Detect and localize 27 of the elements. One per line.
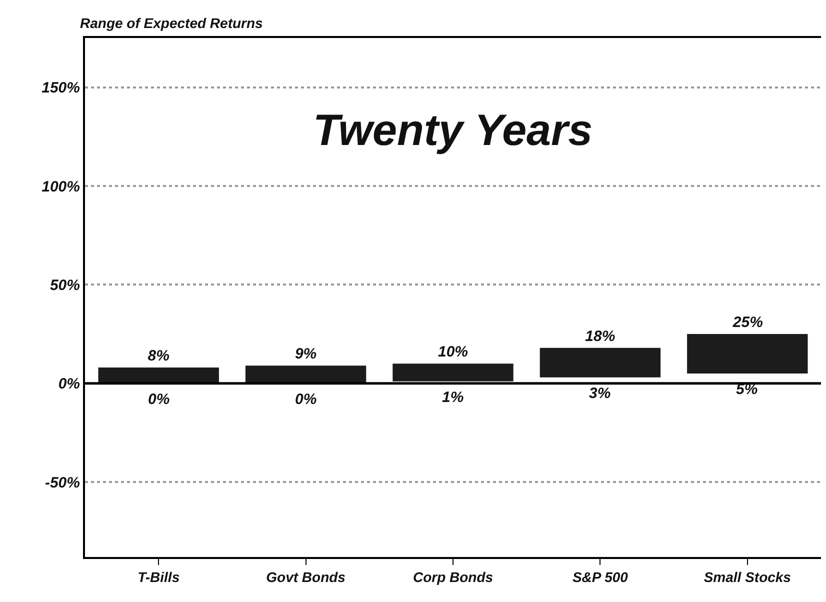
bar: [98, 368, 219, 384]
bar: [687, 334, 808, 374]
annotation: 1%: [442, 389, 464, 406]
annotation: 5%: [736, 381, 758, 398]
y-tick-label: 50%: [50, 276, 80, 294]
y-tick-label: 150%: [42, 80, 80, 97]
chart-title: Range of Expected Returns: [80, 15, 264, 31]
y-tick-label: 0%: [58, 376, 80, 393]
annotation: 3%: [589, 385, 611, 402]
annotation: 0%: [148, 391, 170, 408]
y-tick-label: 100%: [42, 178, 80, 196]
x-tick-label: Corp Bonds: [412, 568, 494, 585]
data-label: 10%: [438, 344, 468, 361]
bar: [540, 348, 661, 378]
x-tick-label: Govt Bonds: [266, 568, 346, 585]
text: Twenty Years: [313, 106, 593, 155]
x-tick-label: S&P 500: [572, 568, 628, 585]
y-tick-label: -50%: [44, 474, 80, 492]
bar: [245, 366, 366, 384]
annotation: 0%: [295, 391, 317, 408]
data-label: 8%: [148, 348, 170, 365]
data-label: 18%: [585, 328, 616, 345]
data-label: 9%: [294, 346, 317, 363]
x-tick-label: T-Bills: [138, 568, 180, 585]
x-tick-label: Small Stocks: [704, 568, 792, 585]
bar: [392, 364, 514, 382]
data-label: 25%: [732, 314, 763, 332]
